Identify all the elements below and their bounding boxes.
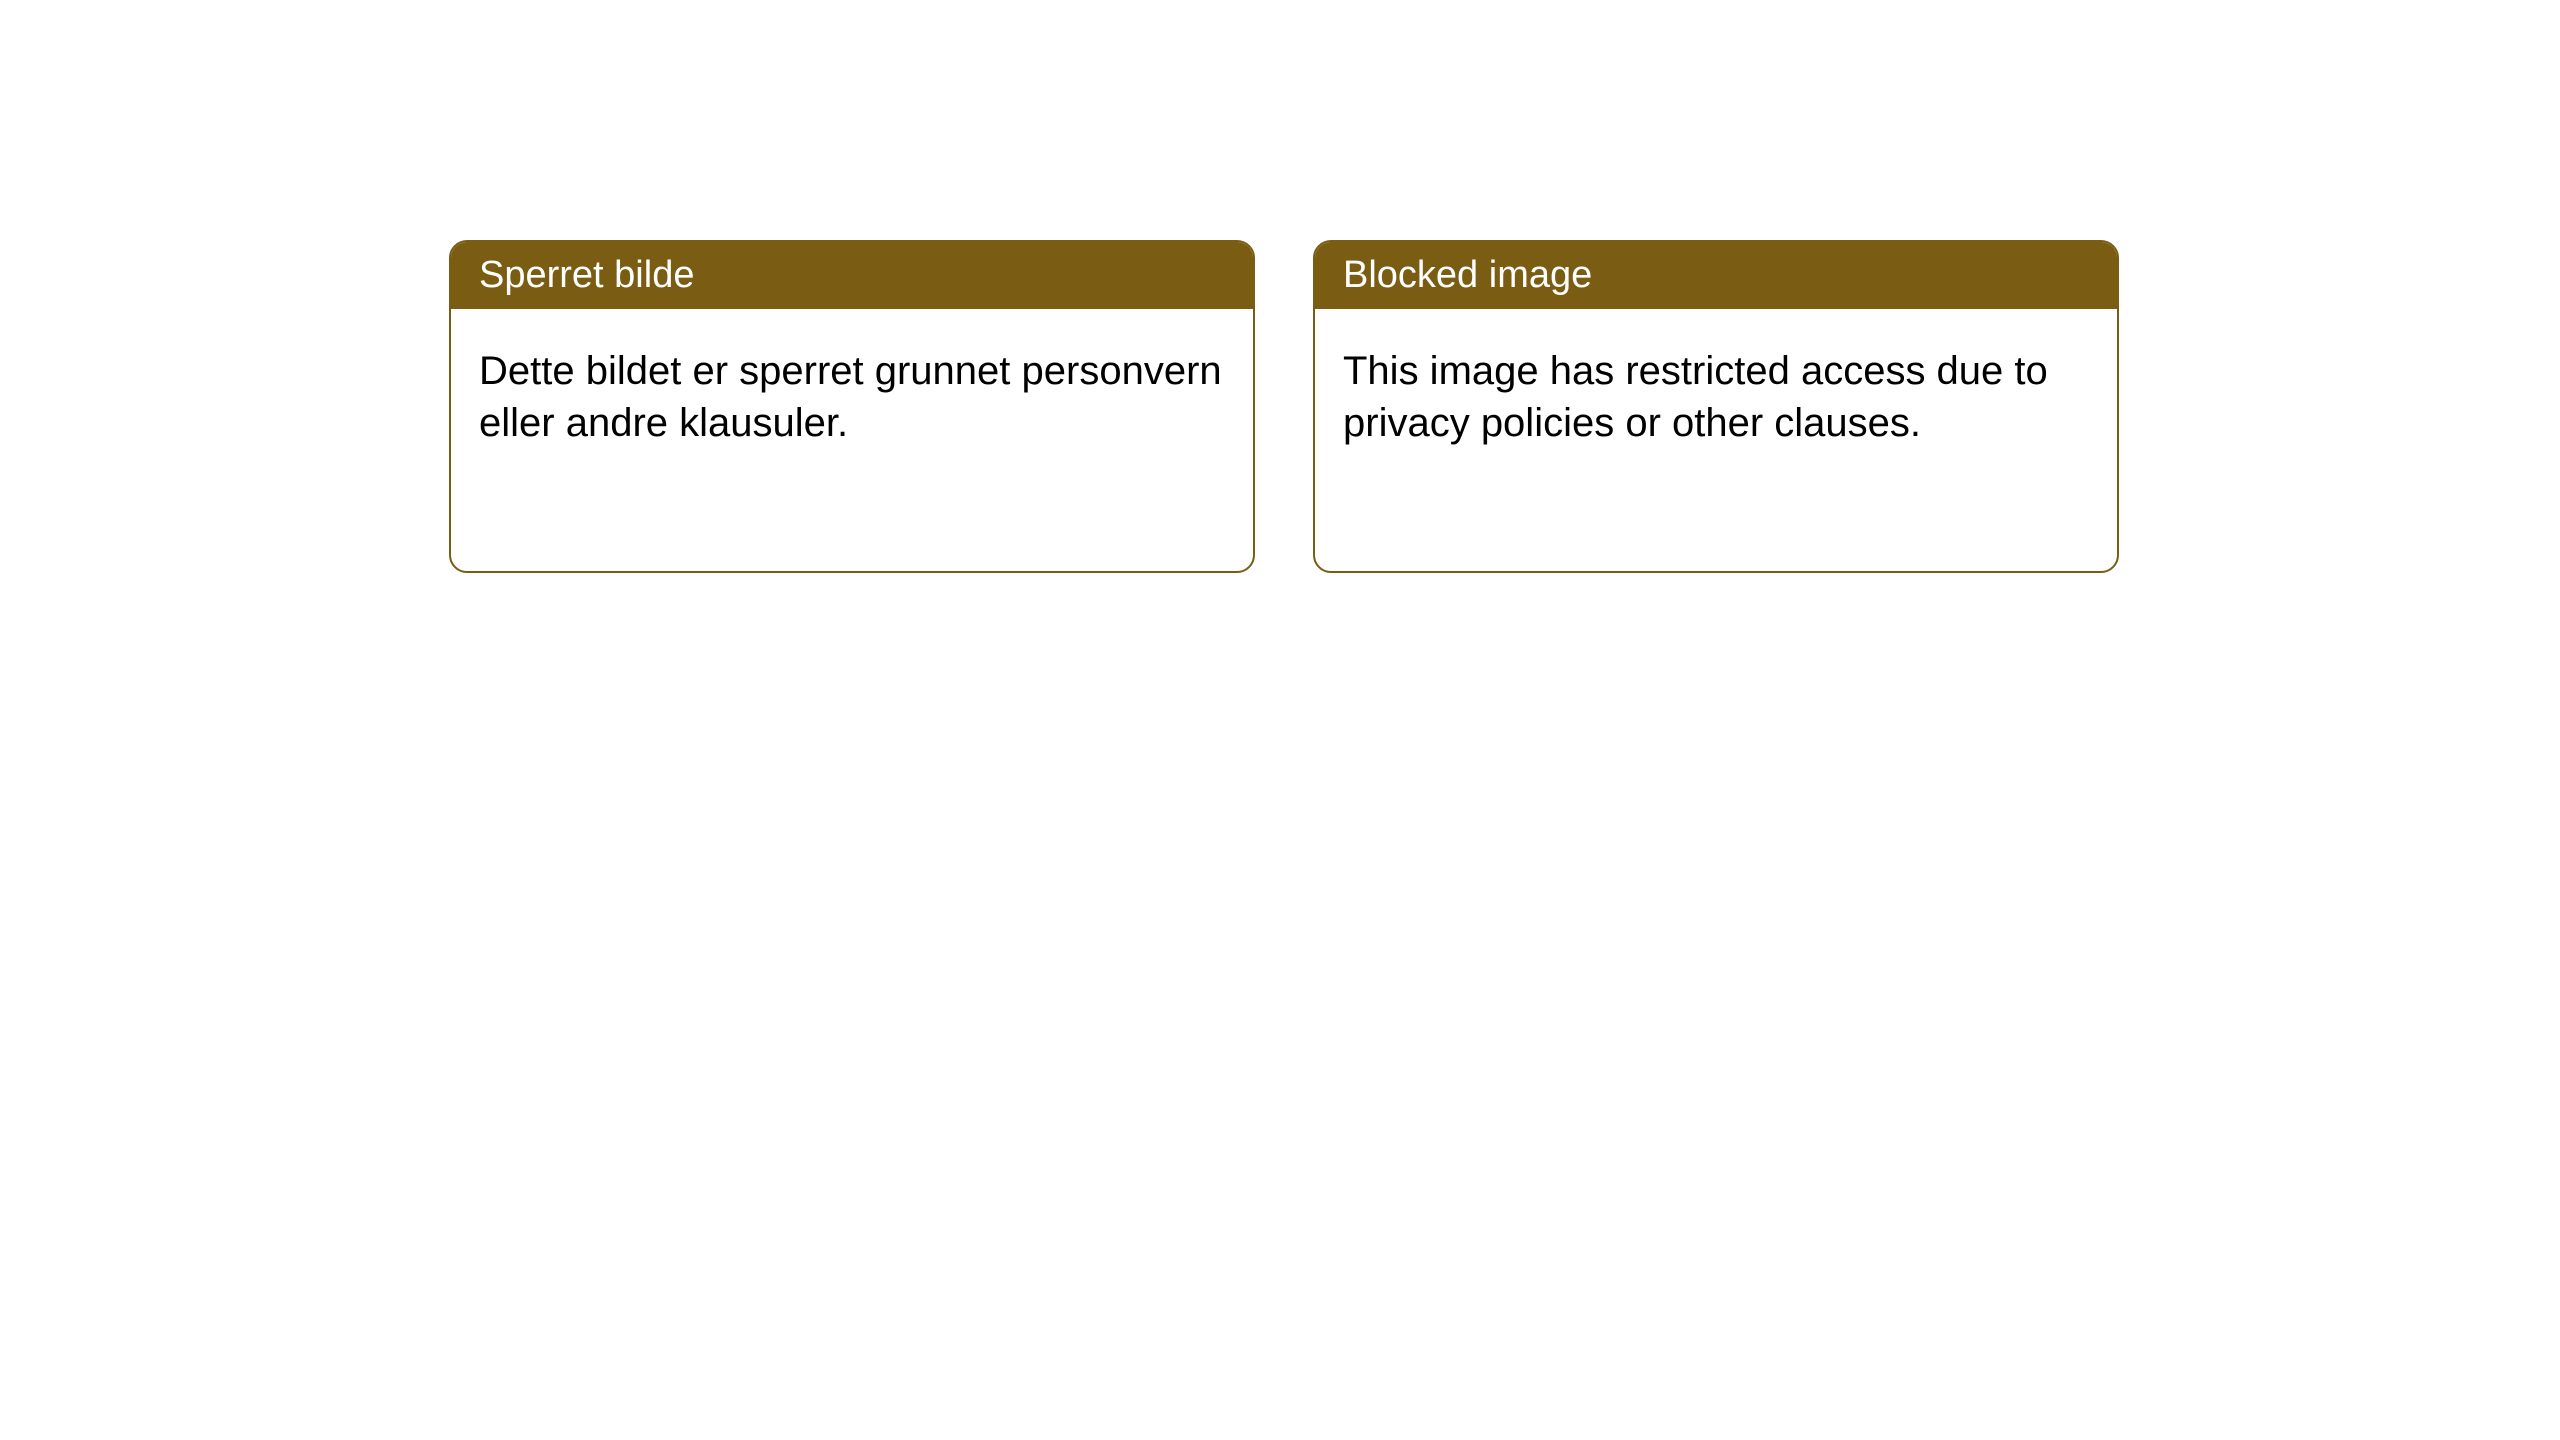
notice-container: Sperret bilde Dette bildet er sperret gr… xyxy=(0,0,2560,573)
notice-body: Dette bildet er sperret grunnet personve… xyxy=(451,309,1253,485)
notice-header: Sperret bilde xyxy=(451,242,1253,309)
notice-body-text: Dette bildet er sperret grunnet personve… xyxy=(479,349,1222,445)
notice-body: This image has restricted access due to … xyxy=(1315,309,2117,485)
notice-box-norwegian: Sperret bilde Dette bildet er sperret gr… xyxy=(449,240,1255,573)
notice-body-text: This image has restricted access due to … xyxy=(1343,349,2048,445)
notice-title: Sperret bilde xyxy=(479,254,694,296)
notice-title: Blocked image xyxy=(1343,254,1592,296)
notice-box-english: Blocked image This image has restricted … xyxy=(1313,240,2119,573)
notice-header: Blocked image xyxy=(1315,242,2117,309)
